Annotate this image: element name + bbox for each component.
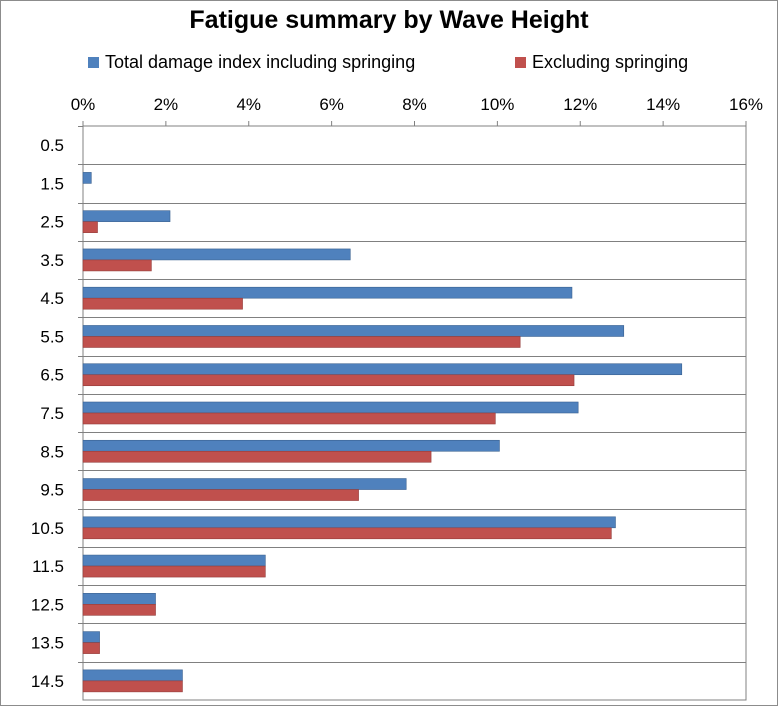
- bar-excluding-springing: [82, 604, 156, 616]
- bar-total-damage: [82, 478, 407, 490]
- bar-total-damage: [82, 363, 683, 376]
- y-tick-label: 12.5: [31, 595, 64, 614]
- bar-total-damage: [82, 172, 92, 184]
- bar-total-damage: [82, 439, 500, 452]
- bar-total-damage: [82, 669, 183, 682]
- y-tick-label: 9.5: [40, 481, 64, 500]
- bar-total-damage: [82, 286, 573, 299]
- x-tick-label: 4%: [236, 95, 261, 114]
- x-tick-label: 16%: [729, 95, 763, 114]
- y-tick-label: 10.5: [31, 519, 64, 538]
- bar-excluding-springing: [82, 565, 266, 578]
- y-tick-label: 5.5: [40, 327, 64, 346]
- bar-total-damage: [82, 516, 616, 529]
- x-tick-label: 8%: [402, 95, 427, 114]
- bar-excluding-springing: [82, 412, 496, 425]
- legend-label-total-damage: Total damage index including springing: [105, 52, 416, 72]
- legend-item-total-damage: Total damage index including springing: [88, 52, 415, 73]
- y-tick-label: 0.5: [40, 136, 64, 155]
- legend-swatch-total-damage: [88, 57, 99, 68]
- y-tick-label: 3.5: [40, 251, 64, 270]
- y-tick-label: 6.5: [40, 366, 64, 385]
- bar-total-damage: [82, 210, 171, 222]
- y-tick-label: 1.5: [40, 174, 64, 193]
- bar-excluding-springing: [82, 527, 612, 540]
- x-tick-label: 6%: [319, 95, 344, 114]
- y-tick-label: 2.5: [40, 213, 64, 232]
- legend-swatch-excluding-springing: [515, 57, 526, 68]
- y-tick-label: 4.5: [40, 289, 64, 308]
- bar-excluding-springing: [82, 642, 100, 654]
- y-tick-label: 8.5: [40, 442, 64, 461]
- bar-excluding-springing: [82, 259, 152, 272]
- x-tick-label: 0%: [71, 95, 96, 114]
- x-tick-label: 12%: [563, 95, 597, 114]
- bar-excluding-springing: [82, 450, 432, 463]
- bar-excluding-springing: [82, 221, 98, 233]
- bar-total-damage: [82, 325, 625, 337]
- legend-label-excluding-springing: Excluding springing: [532, 52, 689, 72]
- y-tick-label: 14.5: [31, 672, 64, 691]
- chart-title: Fatigue summary by Wave Height: [189, 6, 589, 34]
- bar-excluding-springing: [82, 336, 521, 348]
- bar-total-damage: [82, 631, 100, 643]
- bar-excluding-springing: [82, 374, 575, 387]
- y-tick-label: 7.5: [40, 404, 64, 423]
- bar-total-damage: [82, 554, 266, 567]
- bar-total-damage: [82, 593, 156, 605]
- x-tick-label: 2%: [154, 95, 179, 114]
- bar-total-damage: [82, 248, 351, 261]
- bar-total-damage: [82, 401, 579, 414]
- x-tick-label: 14%: [646, 95, 680, 114]
- y-tick-label: 13.5: [31, 634, 64, 653]
- y-tick-label: 11.5: [32, 557, 64, 576]
- legend-item-excluding-springing: Excluding springing: [515, 52, 688, 73]
- x-tick-label: 10%: [480, 95, 514, 114]
- bar-excluding-springing: [82, 297, 243, 310]
- bar-excluding-springing: [82, 489, 359, 501]
- bar-excluding-springing: [82, 680, 183, 693]
